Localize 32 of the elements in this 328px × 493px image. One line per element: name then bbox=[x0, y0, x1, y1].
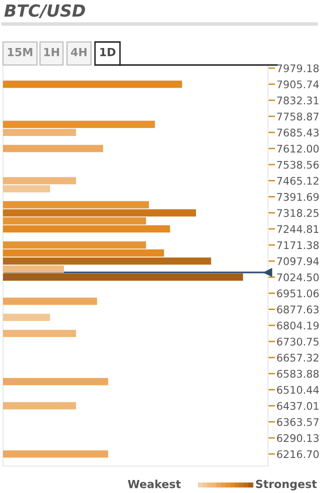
text: 4H bbox=[70, 48, 86, 56]
y-tick-label: 7685.43 bbox=[277, 128, 319, 137]
y-tick-label: 7465.12 bbox=[277, 176, 318, 185]
y-tick-label: 7391.69 bbox=[277, 192, 319, 201]
y-tick-label: 7538.56 bbox=[277, 160, 319, 169]
y-tick-label: 6804.19 bbox=[277, 322, 319, 330]
text: 1D bbox=[100, 48, 116, 56]
y-tick-label: 7097.94 bbox=[277, 257, 319, 266]
y-tick-label: 7318.25 bbox=[277, 209, 318, 217]
y-tick-label: 7244.81 bbox=[277, 225, 318, 234]
y-tick-label: 7612.00 bbox=[277, 144, 319, 153]
text: Strongest bbox=[256, 480, 317, 490]
y-tick-label: 7024.50 bbox=[277, 273, 319, 282]
y-tick-label: 6290.13 bbox=[277, 434, 319, 442]
y-tick-label: 6510.44 bbox=[277, 386, 319, 394]
text: 15M bbox=[8, 48, 32, 56]
y-tick-label: 6216.70 bbox=[277, 450, 319, 458]
chart-title: BTC/USD bbox=[4, 4, 86, 18]
y-tick-label: 7758.87 bbox=[277, 112, 319, 120]
y-tick-label: 6437.01 bbox=[277, 402, 318, 410]
text: Weakest bbox=[128, 480, 181, 488]
y-tick-label: 6657.32 bbox=[277, 354, 318, 362]
y-tick-label: 7905.74 bbox=[277, 80, 319, 88]
y-tick-label: 7171.38 bbox=[277, 241, 319, 250]
y-tick-label: 6951.06 bbox=[277, 289, 319, 298]
y-tick-label: 6877.63 bbox=[277, 306, 319, 314]
y-tick-label: 6583.88 bbox=[277, 370, 319, 378]
y-tick-label: 6363.57 bbox=[277, 418, 319, 426]
y-tick-label: 6730.75 bbox=[277, 338, 318, 346]
text: 1H bbox=[44, 48, 59, 56]
y-tick-label: 7832.31 bbox=[277, 96, 318, 104]
y-tick-label: 7979.18 bbox=[277, 64, 319, 72]
